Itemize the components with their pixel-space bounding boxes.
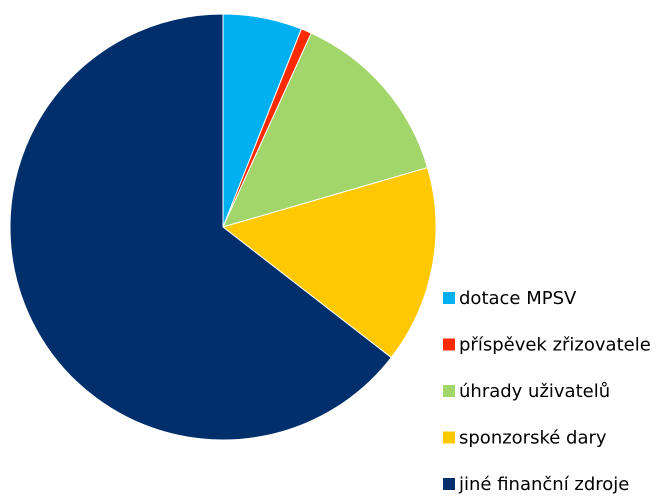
- legend: dotace MPSV příspěvek zřizovatele úhrady u…: [443, 288, 651, 495]
- pie-slice-sponzorske-dary: [222, 167, 437, 359]
- pie-slices: [9, 13, 437, 441]
- legend-label-prispevek-zrizovatele: příspěvek zřizovatele: [459, 335, 651, 356]
- legend-swatch-uhrady-uzivatelu: [443, 385, 455, 397]
- legend-swatch-jine-financni-zdroje: [443, 478, 455, 490]
- legend-label-uhrady-uzivatelu: úhrady uživatelů: [459, 381, 610, 402]
- legend-swatch-prispevek-zrizovatele: [443, 338, 455, 351]
- legend-item-prispevek-zrizovatele: příspěvek zřizovatele: [443, 335, 651, 356]
- legend-item-jine-financni-zdroje: jiné finanční zdroje: [443, 474, 629, 495]
- legend-item-dotace-mpsv: dotace MPSV: [443, 288, 577, 309]
- pie-slice-jine-financni-zdroje: [9, 13, 392, 441]
- legend-swatch-dotace-mpsv: [443, 292, 455, 304]
- legend-label-sponzorske-dary: sponzorské dary: [459, 428, 607, 449]
- legend-item-uhrady-uzivatelu: úhrady uživatelů: [443, 381, 610, 402]
- legend-label-jine-financni-zdroje: jiné finanční zdroje: [458, 474, 629, 495]
- legend-label-dotace-mpsv: dotace MPSV: [459, 288, 577, 309]
- legend-item-sponzorske-dary: sponzorské dary: [443, 428, 607, 449]
- legend-swatch-sponzorske-dary: [443, 431, 455, 444]
- pie-slice-uhrady-uzivatelu: [222, 32, 429, 228]
